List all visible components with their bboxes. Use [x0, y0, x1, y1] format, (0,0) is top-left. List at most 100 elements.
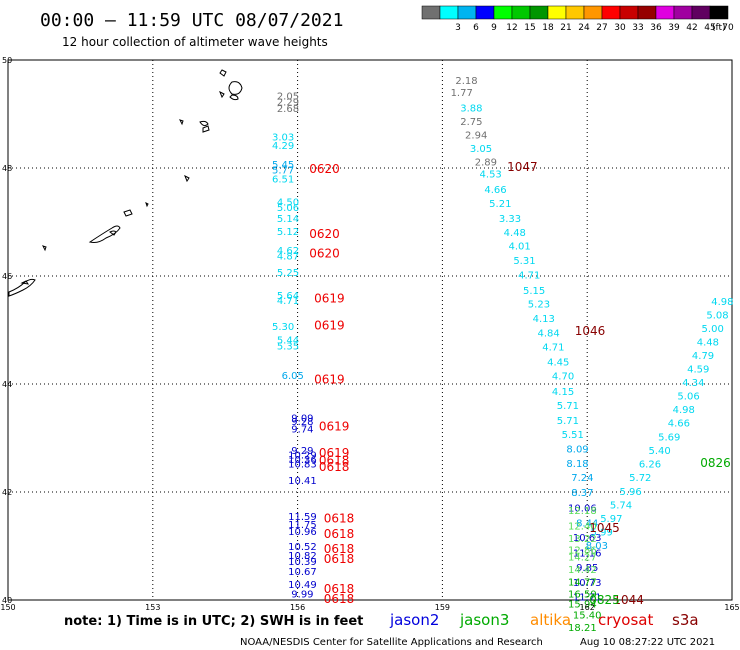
- wave-height-label: 2.94: [465, 130, 487, 141]
- wave-height-label: 5.51: [562, 430, 584, 441]
- wave-height-label: 3.03: [272, 132, 294, 143]
- wave-height-values: 2.052.292.683.034.295.455.776.514.505.06…: [272, 76, 733, 634]
- legend-swatch: [475, 5, 495, 20]
- wave-height-label: 14.27: [568, 553, 597, 564]
- time-label: 0620: [309, 162, 340, 176]
- y-tick-label: 44: [2, 380, 12, 389]
- wave-height-label: 4.48: [504, 228, 526, 239]
- island-shape: [228, 81, 243, 95]
- island-shape: [109, 230, 117, 236]
- wave-height-label: 11.59: [288, 512, 317, 523]
- island-shape: [88, 225, 121, 243]
- x-tick-label: 156: [290, 603, 305, 612]
- wave-height-label: 5.00: [702, 324, 724, 335]
- legend-swatch: [583, 5, 603, 20]
- legend-tick-label: 39: [668, 23, 680, 33]
- legend-tick-label: 12: [506, 23, 517, 33]
- island-shape: [20, 280, 30, 285]
- legend-swatch: [439, 5, 459, 20]
- time-label: 0618: [324, 542, 355, 556]
- time-label: 0618: [324, 592, 355, 606]
- wave-height-label: 5.31: [513, 256, 535, 267]
- time-label: 0619: [314, 373, 345, 387]
- time-label: 0618: [324, 511, 355, 525]
- mission-s3a: s3a: [672, 611, 699, 629]
- wave-height-label: 5.06: [677, 392, 699, 403]
- wave-height-label: 8.18: [566, 459, 588, 470]
- wave-height-label: 5.12: [277, 227, 299, 238]
- mission-jason3: jason3: [459, 611, 509, 629]
- wave-height-label: 4.66: [484, 185, 506, 196]
- y-tick-label: 40: [2, 596, 12, 605]
- island-shape: [184, 174, 190, 183]
- wave-height-label: 14.42: [568, 565, 597, 576]
- island-shape: [199, 120, 209, 127]
- wave-height-label: 4.71: [542, 343, 564, 354]
- wave-height-label: 11.71: [573, 593, 602, 604]
- legend-unit: (ft): [712, 23, 726, 33]
- wave-height-label: 5.77: [272, 165, 294, 176]
- island-shape: [8, 278, 36, 297]
- x-tick-label: 162: [580, 603, 595, 612]
- island-shape: [42, 245, 47, 252]
- wave-height-label: 5.21: [489, 199, 511, 210]
- legend-swatch: [601, 5, 621, 20]
- wave-height-label: 4.79: [692, 351, 714, 362]
- wave-height-label: 13.22: [568, 534, 597, 545]
- wave-height-label: 12.86: [568, 546, 597, 557]
- wave-height-label: 6.26: [639, 460, 661, 471]
- legend-tick-label: 36: [650, 23, 662, 33]
- time-label: 1044: [613, 593, 644, 607]
- wave-height-label: 2.29: [277, 97, 299, 108]
- legend-swatch: [673, 5, 693, 20]
- time-label: 0618: [319, 454, 350, 468]
- wave-height-label: 5.97: [600, 514, 622, 525]
- island-shape: [145, 202, 149, 208]
- legend-swatch: [511, 5, 531, 20]
- grid-lines: [8, 60, 732, 600]
- wave-height-label: 11.16: [573, 548, 602, 559]
- wave-height-label: 9.74: [291, 425, 313, 436]
- color-scale-legend: 3 6 9 12 15 18 21 24 27 30 33 36 39 42 45 70: [421, 5, 734, 33]
- wave-height-label: 4.87: [277, 251, 299, 262]
- wave-height-label: 9.09: [291, 413, 313, 424]
- legend-swatch: [529, 5, 549, 20]
- wave-height-label: 4.34: [682, 378, 704, 389]
- wave-height-label: 2.05: [277, 91, 299, 102]
- time-label: 0618: [324, 582, 355, 596]
- island-shape: [229, 94, 239, 101]
- y-tick-label: 48: [2, 164, 12, 173]
- legend-swatch: [637, 5, 657, 20]
- wave-height-label: 12.40: [568, 521, 597, 532]
- plot-frame: [7, 59, 733, 601]
- wave-height-label: 5.08: [706, 311, 728, 322]
- island-shape: [219, 69, 227, 77]
- wave-height-label: 3.33: [499, 214, 521, 225]
- wave-height-label: 15.40: [573, 610, 602, 621]
- legend-swatch: [655, 5, 675, 20]
- wave-height-label: 5.15: [523, 286, 545, 297]
- time-label: 0620: [309, 227, 340, 241]
- mission-altika: altika: [530, 611, 571, 629]
- wave-height-label: 10.39: [288, 557, 317, 568]
- time-label: 0619: [319, 420, 350, 434]
- mission-jason2: jason2: [389, 611, 439, 629]
- wave-height-label: 5.64: [277, 291, 299, 302]
- wave-height-label: 5.14: [277, 214, 299, 225]
- wave-height-label: 4.62: [277, 246, 299, 257]
- wave-height-label: 4.13: [533, 314, 555, 325]
- wave-height-label: 5.45: [272, 160, 294, 171]
- mission-legend: jason2 jason3 altika cryosat s3a: [389, 611, 699, 629]
- wave-height-label: 3.05: [470, 144, 492, 155]
- footer-note: note: 1) Time is in UTC; 2) SWH is in fe…: [64, 614, 363, 629]
- coastline: [8, 69, 243, 297]
- y-tick-label: 46: [2, 272, 12, 281]
- wave-height-label: 5.30: [272, 322, 294, 333]
- wave-height-label: 10.63: [573, 533, 602, 544]
- wave-height-label: 4.15: [552, 387, 574, 398]
- wave-height-label: 3.88: [460, 103, 482, 114]
- legend-tick-label: 18: [542, 23, 554, 33]
- island-shape: [219, 90, 225, 99]
- wave-height-label: 10.36: [288, 455, 317, 466]
